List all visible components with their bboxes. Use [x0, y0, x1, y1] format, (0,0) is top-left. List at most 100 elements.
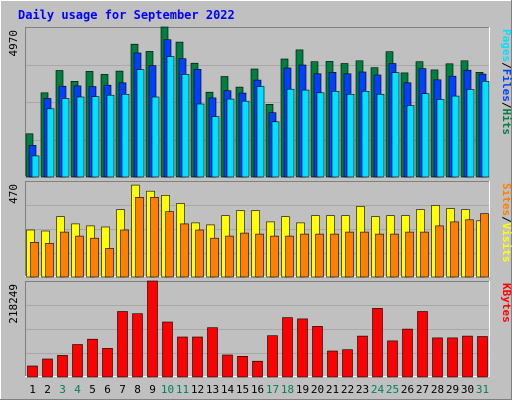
legend-entry-kbytes: KBytes: [500, 283, 512, 323]
bar-kbytes: [57, 355, 68, 378]
bar-kbytes: [102, 348, 113, 378]
bar-kbytes: [312, 326, 323, 378]
x-tick-label: 1: [29, 383, 36, 396]
bar-sites: [405, 231, 414, 278]
legend-kbytes: KBytes: [500, 283, 512, 323]
x-tick-label: 11: [176, 383, 189, 396]
bar-kbytes: [192, 336, 203, 378]
bar-sites: [240, 232, 249, 278]
bar-sites: [105, 248, 114, 278]
y-axis-max-label: 4970: [7, 30, 20, 57]
x-tick-label: 12: [191, 383, 204, 396]
bar-sites: [90, 237, 99, 278]
bar-sites: [345, 231, 354, 278]
bar-kbytes: [432, 337, 443, 378]
bar-sites: [45, 243, 54, 278]
bar-kbytes: [357, 335, 368, 378]
bar-pages: [466, 89, 475, 178]
bar-pages: [106, 94, 115, 178]
bar-sites: [300, 233, 309, 278]
bar-sites: [330, 233, 339, 278]
bar-pages: [151, 96, 160, 178]
bar-kbytes: [267, 335, 278, 378]
bar-pages: [46, 108, 55, 178]
x-tick-label: 31: [476, 383, 489, 396]
x-tick-label: 17: [266, 383, 279, 396]
bar-kbytes: [462, 335, 473, 378]
bar-sites: [465, 219, 474, 278]
bar-pages: [166, 56, 175, 178]
bar-kbytes: [477, 336, 488, 378]
x-tick-label: 6: [104, 383, 111, 396]
x-tick-label: 9: [149, 383, 156, 396]
x-tick-label: 10: [161, 383, 174, 396]
bar-pages: [76, 96, 85, 178]
bar-pages: [361, 91, 370, 178]
bar-kbytes: [342, 349, 353, 378]
bar-sites: [420, 231, 429, 278]
bar-pages: [346, 94, 355, 178]
y-axis-max-label: 218249: [7, 284, 20, 324]
bar-sites: [390, 233, 399, 278]
bar-kbytes: [132, 313, 143, 378]
x-tick-label: 15: [236, 383, 249, 396]
bar-sites: [180, 223, 189, 278]
x-tick-label: 23: [356, 383, 369, 396]
bar-kbytes: [252, 360, 263, 378]
bar-pages: [181, 74, 190, 178]
bar-sites: [150, 197, 159, 278]
bar-pages: [91, 96, 100, 178]
chart-title: Daily usage for September 2022: [18, 8, 235, 22]
bar-kbytes: [222, 354, 233, 378]
bar-pages: [241, 100, 250, 178]
bar-pages: [286, 88, 295, 178]
bar-kbytes: [177, 336, 188, 378]
bar-sites: [165, 211, 174, 278]
bar-kbytes: [147, 280, 158, 378]
x-tick-label: 28: [431, 383, 444, 396]
bar-sites: [270, 235, 279, 278]
bar-kbytes: [42, 358, 53, 378]
x-tick-label: 16: [251, 383, 264, 396]
x-tick-label: 14: [221, 383, 235, 396]
bar-sites: [210, 237, 219, 278]
x-tick-label: 30: [461, 383, 474, 396]
bar-pages: [121, 94, 130, 178]
x-tick-label: 13: [206, 383, 219, 396]
bar-sites: [30, 242, 39, 278]
legend-entry-hits: Hits: [500, 109, 512, 136]
bar-pages: [211, 116, 220, 178]
bar-sites: [135, 197, 144, 278]
bar-kbytes: [207, 327, 218, 378]
bar-sites: [195, 229, 204, 278]
x-tick-label: 4: [74, 383, 81, 396]
legend-hits-files-pages: Pages/Files/Hits: [500, 29, 512, 135]
bar-sites: [375, 233, 384, 278]
legend-separator: /: [500, 216, 512, 223]
bar-pages: [481, 81, 490, 178]
y-axis-max-label: 470: [7, 184, 20, 204]
bar-sites: [75, 235, 84, 278]
x-tick-label: 2: [44, 383, 51, 396]
bar-pages: [436, 99, 445, 178]
bar-sites: [435, 225, 444, 278]
x-tick-label: 29: [446, 383, 459, 396]
bar-kbytes: [417, 311, 428, 378]
legend-entry-sites: Sites: [500, 183, 512, 216]
bar-pages: [226, 98, 235, 178]
x-tick-label: 22: [341, 383, 354, 396]
legend-entry-files: Files: [500, 69, 512, 102]
bar-pages: [196, 103, 205, 178]
bar-sites: [360, 231, 369, 278]
legend-entry-visits: Visits: [500, 223, 512, 263]
bar-pages: [406, 105, 415, 178]
x-tick-label: 18: [281, 383, 294, 396]
bar-kbytes: [387, 340, 398, 378]
bar-pages: [451, 95, 460, 178]
bar-sites: [120, 229, 129, 278]
bar-kbytes: [447, 337, 458, 378]
x-tick-label: 24: [371, 383, 385, 396]
